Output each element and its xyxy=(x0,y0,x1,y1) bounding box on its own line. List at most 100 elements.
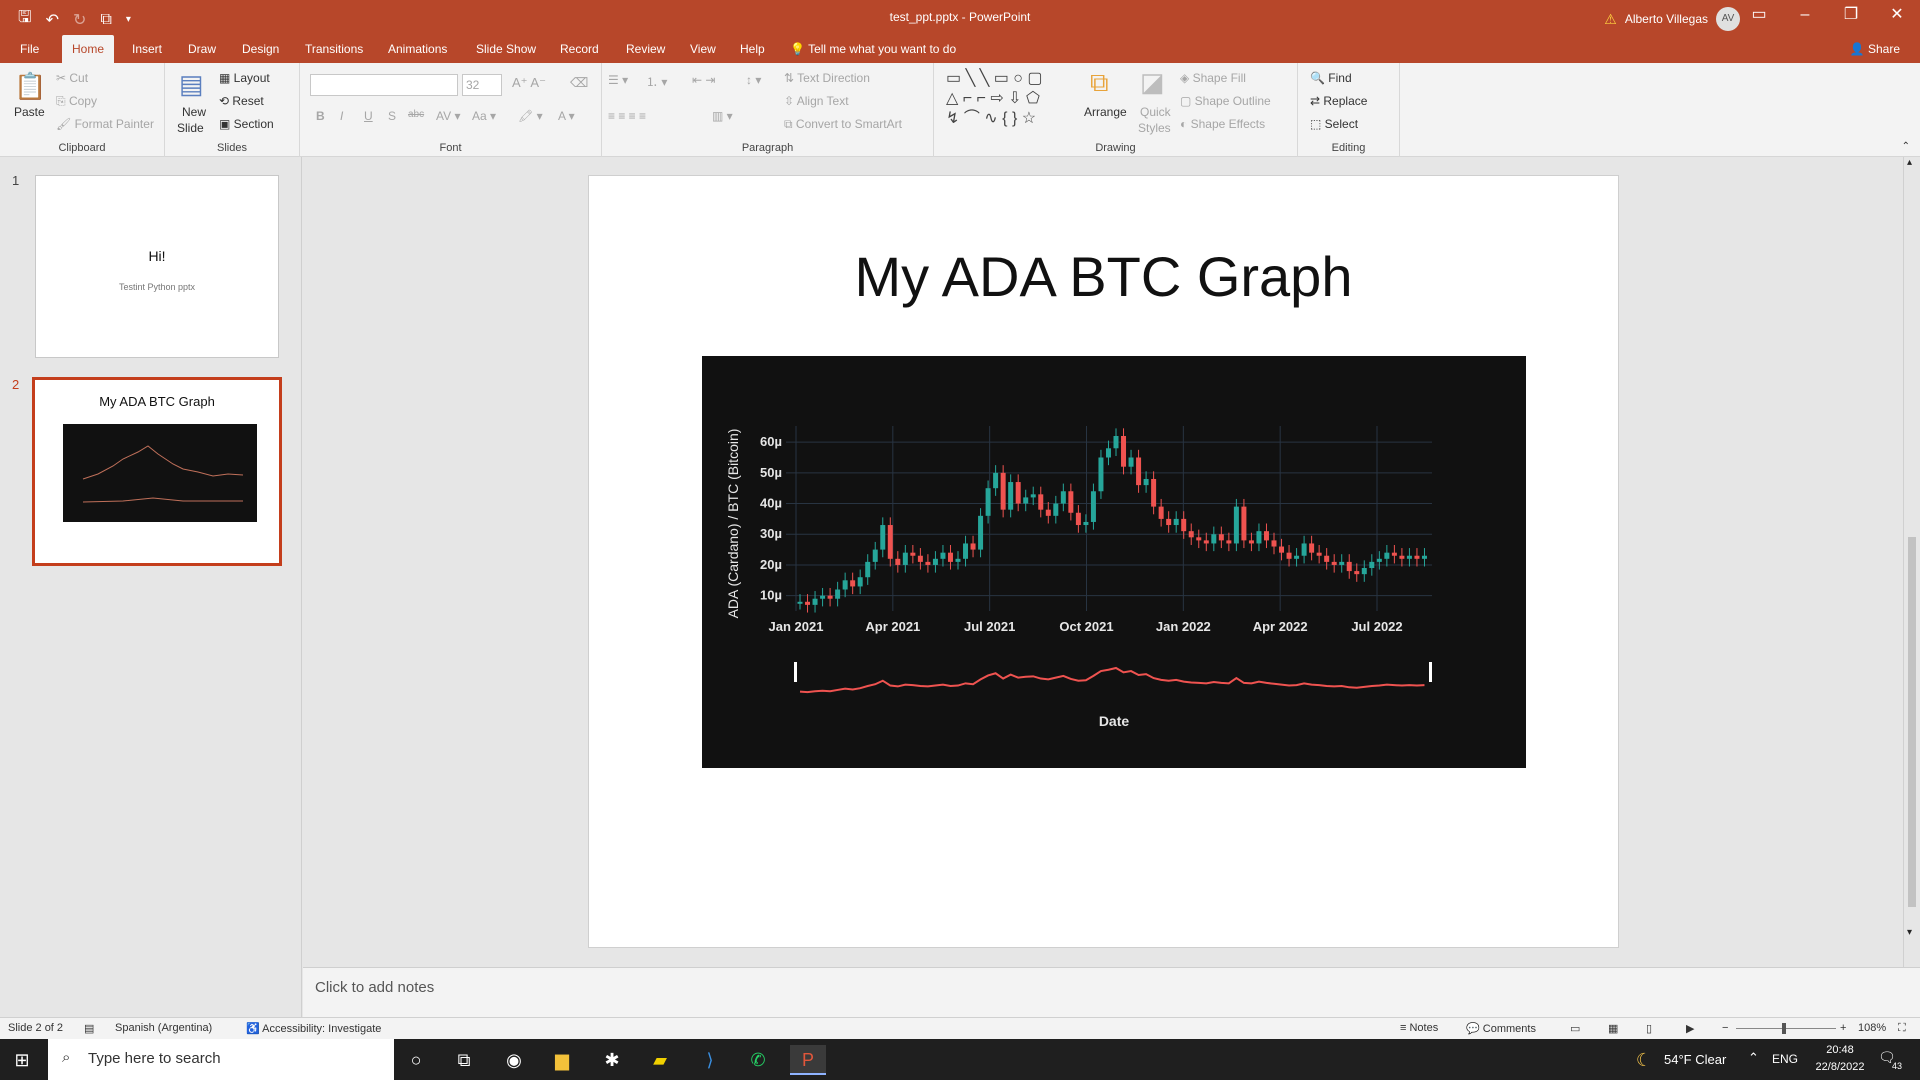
notes-placeholder[interactable]: Click to add notes xyxy=(315,979,435,996)
powerpoint-icon[interactable]: P xyxy=(790,1045,826,1075)
cortana-icon[interactable]: ○ xyxy=(410,1050,422,1070)
zoom-slider[interactable] xyxy=(1736,1028,1836,1029)
character-spacing-icon[interactable]: AV ▾ xyxy=(436,109,461,123)
taskbar-search-box[interactable]: ⌕ Type here to search xyxy=(48,1039,394,1080)
change-case-icon[interactable]: Aa ▾ xyxy=(472,109,497,123)
ribbon-display-options-icon[interactable]: ▭ xyxy=(1751,6,1767,23)
windows-start-icon[interactable]: ⊞ xyxy=(14,1050,30,1070)
comments-button[interactable]: 💬 Comments xyxy=(1466,1023,1536,1035)
tab-slide-show[interactable]: Slide Show xyxy=(476,42,537,56)
slide-thumbnail-1[interactable]: Hi! Testint Python pptx xyxy=(35,175,279,358)
tab-home[interactable]: Home xyxy=(62,35,115,63)
shapes-gallery[interactable]: ▭ ╲ ╲ ▭ ○ ▢ △ ⌐ ⌐ ⇨ ⇩ ⬠ ↯ ⌒ ∿ { } ☆ xyxy=(946,70,1043,127)
file-explorer-icon[interactable]: ▆ xyxy=(555,1050,569,1070)
tab-animations[interactable]: Animations xyxy=(388,42,448,56)
replace-button[interactable]: ⇄ Replace xyxy=(1310,94,1368,108)
zoom-in-icon[interactable]: + xyxy=(1840,1022,1847,1034)
clock-date[interactable]: 22/8/2022 xyxy=(1815,1061,1865,1073)
shadow-button[interactable]: S xyxy=(388,109,397,123)
slide-sorter-icon[interactable]: ▦ xyxy=(1608,1023,1619,1035)
zoom-out-icon[interactable]: − xyxy=(1722,1022,1729,1034)
line-spacing-icon[interactable]: ↕ ▾ xyxy=(746,73,762,87)
format-painter-button[interactable]: 🖌 Format Painter xyxy=(56,117,154,131)
shape-fill-button[interactable]: ◈ Shape Fill xyxy=(1180,71,1246,85)
tab-file[interactable]: File xyxy=(20,42,40,56)
task-view-icon[interactable]: ⧉ xyxy=(457,1050,471,1070)
font-name-box[interactable] xyxy=(310,74,458,96)
cut-button[interactable]: ✂ Cut xyxy=(56,71,89,85)
paste-icon[interactable]: 📋 xyxy=(14,71,47,101)
tab-design[interactable]: Design xyxy=(242,42,280,56)
chrome-icon[interactable]: ◉ xyxy=(506,1050,522,1070)
notifications-icon[interactable]: 🗨 xyxy=(1878,1049,1896,1065)
tab-review[interactable]: Review xyxy=(626,42,666,56)
slack-icon[interactable]: ✱ xyxy=(604,1050,620,1070)
highlight-icon[interactable]: 🖍 ▾ xyxy=(518,109,543,123)
close-icon[interactable]: ✕ xyxy=(1890,6,1904,23)
save-icon[interactable]: 🖫 xyxy=(18,9,32,26)
undo-icon[interactable]: ↶ xyxy=(45,11,60,29)
bold-button[interactable]: B xyxy=(316,109,325,123)
align-icons[interactable]: ≡ ≡ ≡ ≡ xyxy=(608,109,647,123)
find-button[interactable]: 🔍 Find xyxy=(1310,71,1352,85)
collapse-ribbon-icon[interactable]: ⌃ xyxy=(1901,141,1910,152)
chart-picture[interactable]: 10µ 20µ 30µ 40µ 50µ 60µ Jan 2021 Apr 2021 Jul 20… xyxy=(702,356,1526,768)
font-color-icon[interactable]: A ▾ xyxy=(558,109,575,123)
section-button[interactable]: ▣ Section xyxy=(219,117,274,131)
paste-button[interactable]: Paste xyxy=(14,105,45,119)
share-button[interactable]: 👤 Share xyxy=(1850,35,1900,63)
strikethrough-button[interactable]: abc xyxy=(408,109,425,120)
scroll-down-icon[interactable]: ▾ xyxy=(1907,927,1913,938)
bullets-icon[interactable]: ☰ ▾ xyxy=(608,73,629,87)
text-direction-button[interactable]: ⇅ Text Direction xyxy=(784,71,870,85)
reset-button[interactable]: ⟲ Reset xyxy=(219,94,264,108)
customize-qat-icon[interactable]: ▾ xyxy=(125,14,131,25)
arrange-button[interactable]: Arrange xyxy=(1084,105,1127,119)
reading-view-icon[interactable]: ▯ xyxy=(1646,1023,1653,1035)
scroll-up-icon[interactable]: ▴ xyxy=(1907,157,1913,168)
slide-thumbnail-2[interactable]: My ADA BTC Graph xyxy=(32,377,282,566)
underline-button[interactable]: U xyxy=(364,109,373,123)
columns-icon[interactable]: ▥ ▾ xyxy=(712,109,733,123)
new-slide-label-1[interactable]: New xyxy=(182,105,207,119)
tab-record[interactable]: Record xyxy=(560,42,599,56)
clear-formatting-icon[interactable]: ⌫ xyxy=(570,75,589,90)
arrange-icon[interactable]: ⧉ xyxy=(1090,67,1109,97)
restore-icon[interactable]: ❐ xyxy=(1843,6,1859,23)
notes-pane[interactable]: Click to add notes xyxy=(303,967,1920,1017)
notes-button[interactable]: ≡ Notes xyxy=(1400,1022,1439,1034)
accessibility-button[interactable]: ♿ Accessibility: Investigate xyxy=(246,1023,382,1035)
new-slide-icon[interactable]: ▤ xyxy=(179,69,204,99)
zoom-level[interactable]: 108% xyxy=(1858,1022,1887,1034)
tab-view[interactable]: View xyxy=(690,42,716,56)
user-account[interactable]: ⚠ Alberto Villegas AV xyxy=(1604,7,1740,31)
whatsapp-icon[interactable]: ✆ xyxy=(750,1050,766,1070)
language-indicator[interactable]: Spanish (Argentina) xyxy=(115,1022,213,1034)
start-from-beginning-icon[interactable]: ⧉ xyxy=(100,10,112,28)
clock-time[interactable]: 20:48 xyxy=(1826,1044,1854,1056)
slideshow-view-icon[interactable]: ▶ xyxy=(1686,1023,1695,1035)
shape-effects-button[interactable]: ◐ Shape Effects xyxy=(1180,117,1266,131)
grow-font-icon[interactable]: A⁺ A⁻ xyxy=(512,75,546,90)
normal-view-icon[interactable]: ▭ xyxy=(1570,1023,1581,1035)
redo-icon[interactable]: ↻ xyxy=(73,11,87,29)
sticky-notes-icon[interactable]: ▰ xyxy=(653,1050,667,1070)
numbering-icon[interactable]: ⒈ ▾ xyxy=(646,75,668,89)
tab-transitions[interactable]: Transitions xyxy=(305,42,364,56)
tab-help[interactable]: Help xyxy=(740,42,765,56)
slide-canvas[interactable]: My ADA BTC Graph 10µ 20µ 30µ 40µ 50µ 60µ Jan 2… xyxy=(588,175,1619,948)
tab-insert[interactable]: Insert xyxy=(132,42,163,56)
copy-button[interactable]: ⎘ Copy xyxy=(56,94,97,108)
slide-title[interactable]: My ADA BTC Graph xyxy=(854,245,1353,308)
tell-me-search[interactable]: 💡 Tell me what you want to do xyxy=(790,35,956,63)
spell-check-icon[interactable]: ▤ xyxy=(84,1023,95,1035)
minimize-icon[interactable]: – xyxy=(1800,6,1810,23)
select-button[interactable]: ⬚ Select xyxy=(1310,117,1359,131)
zoom-slider-thumb[interactable] xyxy=(1782,1023,1786,1034)
avatar[interactable]: AV xyxy=(1716,7,1740,31)
show-hidden-icons[interactable]: ⌃ xyxy=(1748,1050,1759,1065)
new-slide-label-2[interactable]: Slide xyxy=(177,121,204,135)
weather-text[interactable]: 54°F Clear xyxy=(1664,1052,1727,1067)
layout-button[interactable]: ▦ Layout xyxy=(219,71,270,85)
italic-button[interactable]: I xyxy=(340,109,344,123)
